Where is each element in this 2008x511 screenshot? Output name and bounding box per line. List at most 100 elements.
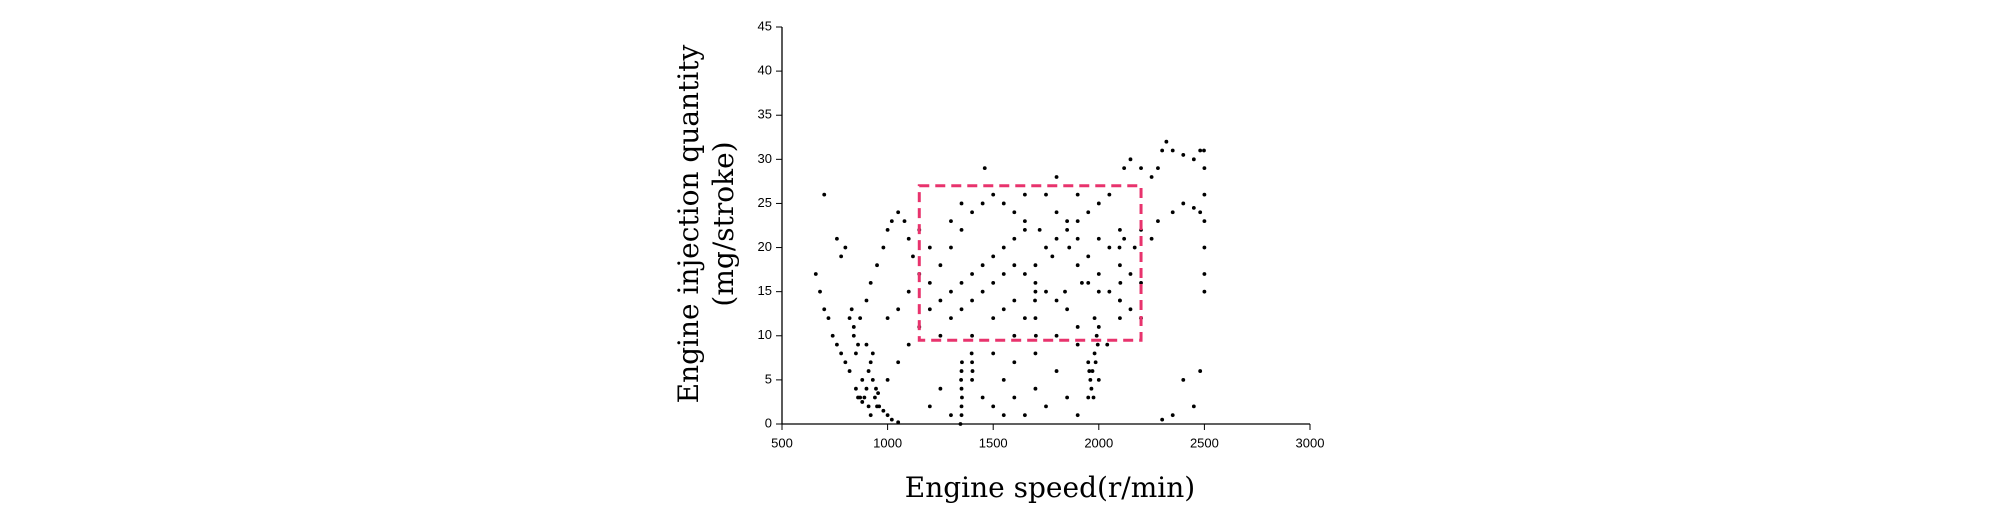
point [1091, 395, 1096, 400]
y-tick-label: 15 [758, 283, 772, 298]
point [1033, 263, 1038, 268]
point [1202, 166, 1207, 171]
point [906, 342, 911, 347]
point [1118, 280, 1123, 285]
point [970, 298, 974, 303]
point [1086, 280, 1091, 285]
point [938, 386, 943, 391]
point [1001, 413, 1006, 418]
point [818, 289, 822, 294]
point [970, 210, 974, 215]
point [847, 369, 852, 373]
point [1096, 377, 1101, 382]
point [980, 395, 985, 400]
point [1170, 413, 1175, 418]
point [1065, 219, 1070, 223]
y-tick-label: 20 [758, 239, 772, 254]
point [1001, 377, 1006, 382]
point [1181, 377, 1186, 382]
point [1075, 342, 1080, 347]
point [1001, 201, 1006, 206]
point [1054, 210, 1059, 215]
point [1012, 236, 1017, 241]
point [868, 413, 873, 418]
point [982, 166, 987, 171]
x-tick-label: 2000 [1084, 435, 1113, 450]
point [1054, 369, 1059, 373]
point [1065, 307, 1070, 312]
point [1107, 289, 1112, 294]
point [885, 228, 890, 232]
point [873, 395, 877, 400]
point [1022, 192, 1027, 197]
point [949, 245, 953, 250]
point [959, 413, 964, 418]
point [1107, 192, 1112, 197]
highlight-box [917, 184, 1143, 342]
point [856, 342, 860, 347]
x-tick-label: 1500 [979, 435, 1008, 450]
point [1075, 219, 1080, 223]
point [1122, 166, 1127, 171]
point [1095, 342, 1100, 347]
point [1191, 157, 1196, 162]
point [839, 351, 844, 356]
point [1054, 175, 1059, 179]
point [854, 386, 858, 391]
point [1012, 395, 1017, 400]
point [1198, 369, 1203, 373]
point [876, 391, 880, 396]
point [854, 351, 858, 356]
point [1181, 201, 1186, 206]
point [1022, 228, 1027, 232]
y-tick-label: 25 [758, 195, 772, 210]
point [839, 254, 844, 259]
point [1198, 148, 1203, 153]
x-tick-label: 500 [771, 435, 793, 450]
point [847, 316, 852, 321]
point [1086, 254, 1091, 259]
point [866, 369, 871, 373]
point [949, 219, 953, 223]
point [835, 236, 839, 241]
point [1128, 157, 1133, 162]
point [885, 413, 890, 418]
point [980, 263, 985, 268]
point [959, 201, 964, 206]
point [864, 342, 869, 347]
point [1033, 280, 1038, 285]
point [1022, 316, 1027, 321]
point [938, 263, 943, 268]
point [813, 272, 818, 276]
point [868, 280, 873, 285]
point [1202, 289, 1207, 294]
point [1054, 298, 1059, 303]
point [1149, 175, 1154, 179]
point [1012, 333, 1017, 338]
point [1054, 333, 1059, 338]
point [866, 404, 871, 409]
point [1044, 289, 1048, 294]
point [849, 307, 854, 312]
point [881, 408, 886, 413]
point [1012, 263, 1017, 268]
point [1065, 395, 1070, 400]
point [1096, 272, 1101, 276]
point [991, 280, 996, 285]
x-axis-label: Engine speed(r/min) [905, 471, 1195, 504]
point [991, 351, 996, 356]
point [1075, 236, 1080, 241]
point [864, 386, 869, 391]
point [826, 316, 831, 321]
y-tick-label: 30 [758, 151, 772, 166]
point [1088, 377, 1093, 382]
point [991, 192, 996, 197]
point [1164, 139, 1169, 144]
x-tick-label: 1000 [873, 435, 902, 450]
point [1096, 201, 1101, 206]
y-tick-label: 40 [758, 63, 772, 78]
point [980, 201, 985, 206]
point [959, 386, 964, 391]
y-tick-label: 5 [765, 371, 772, 386]
